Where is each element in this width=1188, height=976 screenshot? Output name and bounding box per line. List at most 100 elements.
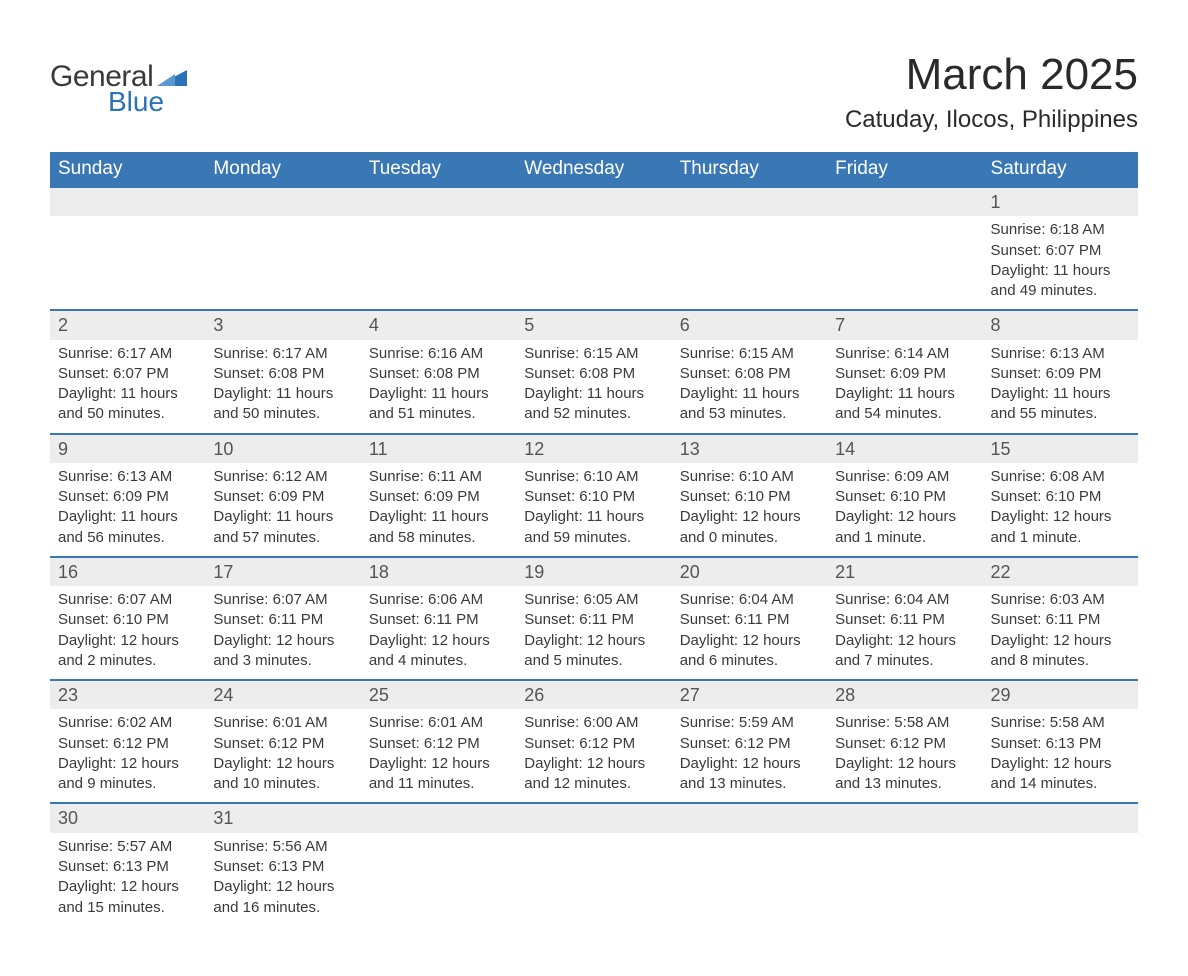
day-number-cell <box>361 803 516 832</box>
day-detail-cell: Sunrise: 6:07 AMSunset: 6:11 PMDaylight:… <box>205 586 360 680</box>
sunrise-line: Sunrise: 6:10 AM <box>680 467 819 487</box>
sunset-line: Sunset: 6:11 PM <box>680 610 819 630</box>
sunset-line: Sunset: 6:11 PM <box>213 610 352 630</box>
day-detail-cell: Sunrise: 6:15 AMSunset: 6:08 PMDaylight:… <box>516 340 671 434</box>
day-detail-cell <box>361 833 516 926</box>
sunrise-line: Sunrise: 6:04 AM <box>835 590 974 610</box>
day-number-cell: 22 <box>983 557 1138 586</box>
daylight-line: Daylight: 12 hours and 4 minutes. <box>369 631 508 672</box>
daylight-line: Daylight: 11 hours and 49 minutes. <box>991 261 1130 302</box>
sunset-line: Sunset: 6:09 PM <box>213 487 352 507</box>
day-detail-cell: Sunrise: 6:15 AMSunset: 6:08 PMDaylight:… <box>672 340 827 434</box>
sunset-line: Sunset: 6:09 PM <box>369 487 508 507</box>
daylight-line: Daylight: 11 hours and 57 minutes. <box>213 507 352 548</box>
title-block: March 2025 Catuday, Ilocos, Philippines <box>845 50 1138 134</box>
day-number-cell <box>827 187 982 216</box>
day-number-cell <box>672 187 827 216</box>
week-daynum-row: 1 <box>50 187 1138 216</box>
day-detail-cell: Sunrise: 5:56 AMSunset: 6:13 PMDaylight:… <box>205 833 360 926</box>
day-detail-cell <box>205 216 360 310</box>
sunset-line: Sunset: 6:11 PM <box>835 610 974 630</box>
day-detail-cell: Sunrise: 6:02 AMSunset: 6:12 PMDaylight:… <box>50 709 205 803</box>
daylight-line: Daylight: 11 hours and 52 minutes. <box>524 384 663 425</box>
sunset-line: Sunset: 6:08 PM <box>369 364 508 384</box>
day-header: Tuesday <box>361 152 516 187</box>
daylight-line: Daylight: 11 hours and 54 minutes. <box>835 384 974 425</box>
daylight-line: Daylight: 12 hours and 10 minutes. <box>213 754 352 795</box>
sunset-line: Sunset: 6:11 PM <box>991 610 1130 630</box>
daylight-line: Daylight: 11 hours and 59 minutes. <box>524 507 663 548</box>
day-number-cell: 20 <box>672 557 827 586</box>
day-header: Sunday <box>50 152 205 187</box>
day-detail-cell: Sunrise: 6:00 AMSunset: 6:12 PMDaylight:… <box>516 709 671 803</box>
day-number-cell: 19 <box>516 557 671 586</box>
daylight-line: Daylight: 12 hours and 6 minutes. <box>680 631 819 672</box>
day-number-cell: 14 <box>827 434 982 463</box>
sunset-line: Sunset: 6:08 PM <box>680 364 819 384</box>
day-detail-cell: Sunrise: 6:13 AMSunset: 6:09 PMDaylight:… <box>983 340 1138 434</box>
week-daynum-row: 16171819202122 <box>50 557 1138 586</box>
day-detail-cell: Sunrise: 6:13 AMSunset: 6:09 PMDaylight:… <box>50 463 205 557</box>
day-number-cell: 1 <box>983 187 1138 216</box>
day-detail-cell <box>361 216 516 310</box>
sunset-line: Sunset: 6:10 PM <box>991 487 1130 507</box>
daylight-line: Daylight: 12 hours and 3 minutes. <box>213 631 352 672</box>
sunrise-line: Sunrise: 6:01 AM <box>213 713 352 733</box>
sunrise-line: Sunrise: 6:07 AM <box>58 590 197 610</box>
day-number-cell: 2 <box>50 310 205 339</box>
daylight-line: Daylight: 11 hours and 53 minutes. <box>680 384 819 425</box>
daylight-line: Daylight: 12 hours and 0 minutes. <box>680 507 819 548</box>
daylight-line: Daylight: 11 hours and 51 minutes. <box>369 384 508 425</box>
day-number-cell: 3 <box>205 310 360 339</box>
day-detail-cell: Sunrise: 6:01 AMSunset: 6:12 PMDaylight:… <box>205 709 360 803</box>
sunrise-line: Sunrise: 6:09 AM <box>835 467 974 487</box>
day-detail-cell: Sunrise: 6:17 AMSunset: 6:07 PMDaylight:… <box>50 340 205 434</box>
day-number-cell: 4 <box>361 310 516 339</box>
sunrise-line: Sunrise: 6:08 AM <box>991 467 1130 487</box>
daylight-line: Daylight: 12 hours and 13 minutes. <box>835 754 974 795</box>
day-number-cell: 15 <box>983 434 1138 463</box>
day-header: Friday <box>827 152 982 187</box>
calendar-page: General Blue March 2025 Catuday, Ilocos,… <box>50 50 1138 926</box>
sunrise-line: Sunrise: 6:17 AM <box>213 344 352 364</box>
sunrise-line: Sunrise: 6:00 AM <box>524 713 663 733</box>
calendar-body: 1Sunrise: 6:18 AMSunset: 6:07 PMDaylight… <box>50 187 1138 926</box>
day-number-cell: 6 <box>672 310 827 339</box>
daylight-line: Daylight: 12 hours and 5 minutes. <box>524 631 663 672</box>
daylight-line: Daylight: 11 hours and 56 minutes. <box>58 507 197 548</box>
daylight-line: Daylight: 11 hours and 50 minutes. <box>213 384 352 425</box>
day-detail-cell: Sunrise: 6:11 AMSunset: 6:09 PMDaylight:… <box>361 463 516 557</box>
sunrise-line: Sunrise: 6:06 AM <box>369 590 508 610</box>
daylight-line: Daylight: 11 hours and 55 minutes. <box>991 384 1130 425</box>
day-number-cell: 27 <box>672 680 827 709</box>
daylight-line: Daylight: 12 hours and 11 minutes. <box>369 754 508 795</box>
sunset-line: Sunset: 6:07 PM <box>58 364 197 384</box>
daylight-line: Daylight: 12 hours and 14 minutes. <box>991 754 1130 795</box>
day-detail-cell: Sunrise: 6:17 AMSunset: 6:08 PMDaylight:… <box>205 340 360 434</box>
sunset-line: Sunset: 6:13 PM <box>213 857 352 877</box>
day-detail-cell <box>827 216 982 310</box>
location-subtitle: Catuday, Ilocos, Philippines <box>845 106 1138 134</box>
week-detail-row: Sunrise: 6:02 AMSunset: 6:12 PMDaylight:… <box>50 709 1138 803</box>
sunset-line: Sunset: 6:10 PM <box>524 487 663 507</box>
sunset-line: Sunset: 6:12 PM <box>524 734 663 754</box>
day-detail-cell <box>672 833 827 926</box>
day-detail-cell: Sunrise: 6:04 AMSunset: 6:11 PMDaylight:… <box>827 586 982 680</box>
day-number-cell: 29 <box>983 680 1138 709</box>
day-header-row: Sunday Monday Tuesday Wednesday Thursday… <box>50 152 1138 187</box>
week-daynum-row: 23242526272829 <box>50 680 1138 709</box>
sunrise-line: Sunrise: 6:11 AM <box>369 467 508 487</box>
sunrise-line: Sunrise: 6:12 AM <box>213 467 352 487</box>
sunset-line: Sunset: 6:09 PM <box>835 364 974 384</box>
day-number-cell: 18 <box>361 557 516 586</box>
sunset-line: Sunset: 6:08 PM <box>524 364 663 384</box>
day-number-cell <box>827 803 982 832</box>
sunset-line: Sunset: 6:08 PM <box>213 364 352 384</box>
logo: General Blue <box>50 50 187 118</box>
day-detail-cell: Sunrise: 6:16 AMSunset: 6:08 PMDaylight:… <box>361 340 516 434</box>
sunset-line: Sunset: 6:09 PM <box>991 364 1130 384</box>
day-detail-cell <box>516 833 671 926</box>
day-detail-cell: Sunrise: 6:14 AMSunset: 6:09 PMDaylight:… <box>827 340 982 434</box>
page-header: General Blue March 2025 Catuday, Ilocos,… <box>50 50 1138 134</box>
day-detail-cell: Sunrise: 6:07 AMSunset: 6:10 PMDaylight:… <box>50 586 205 680</box>
